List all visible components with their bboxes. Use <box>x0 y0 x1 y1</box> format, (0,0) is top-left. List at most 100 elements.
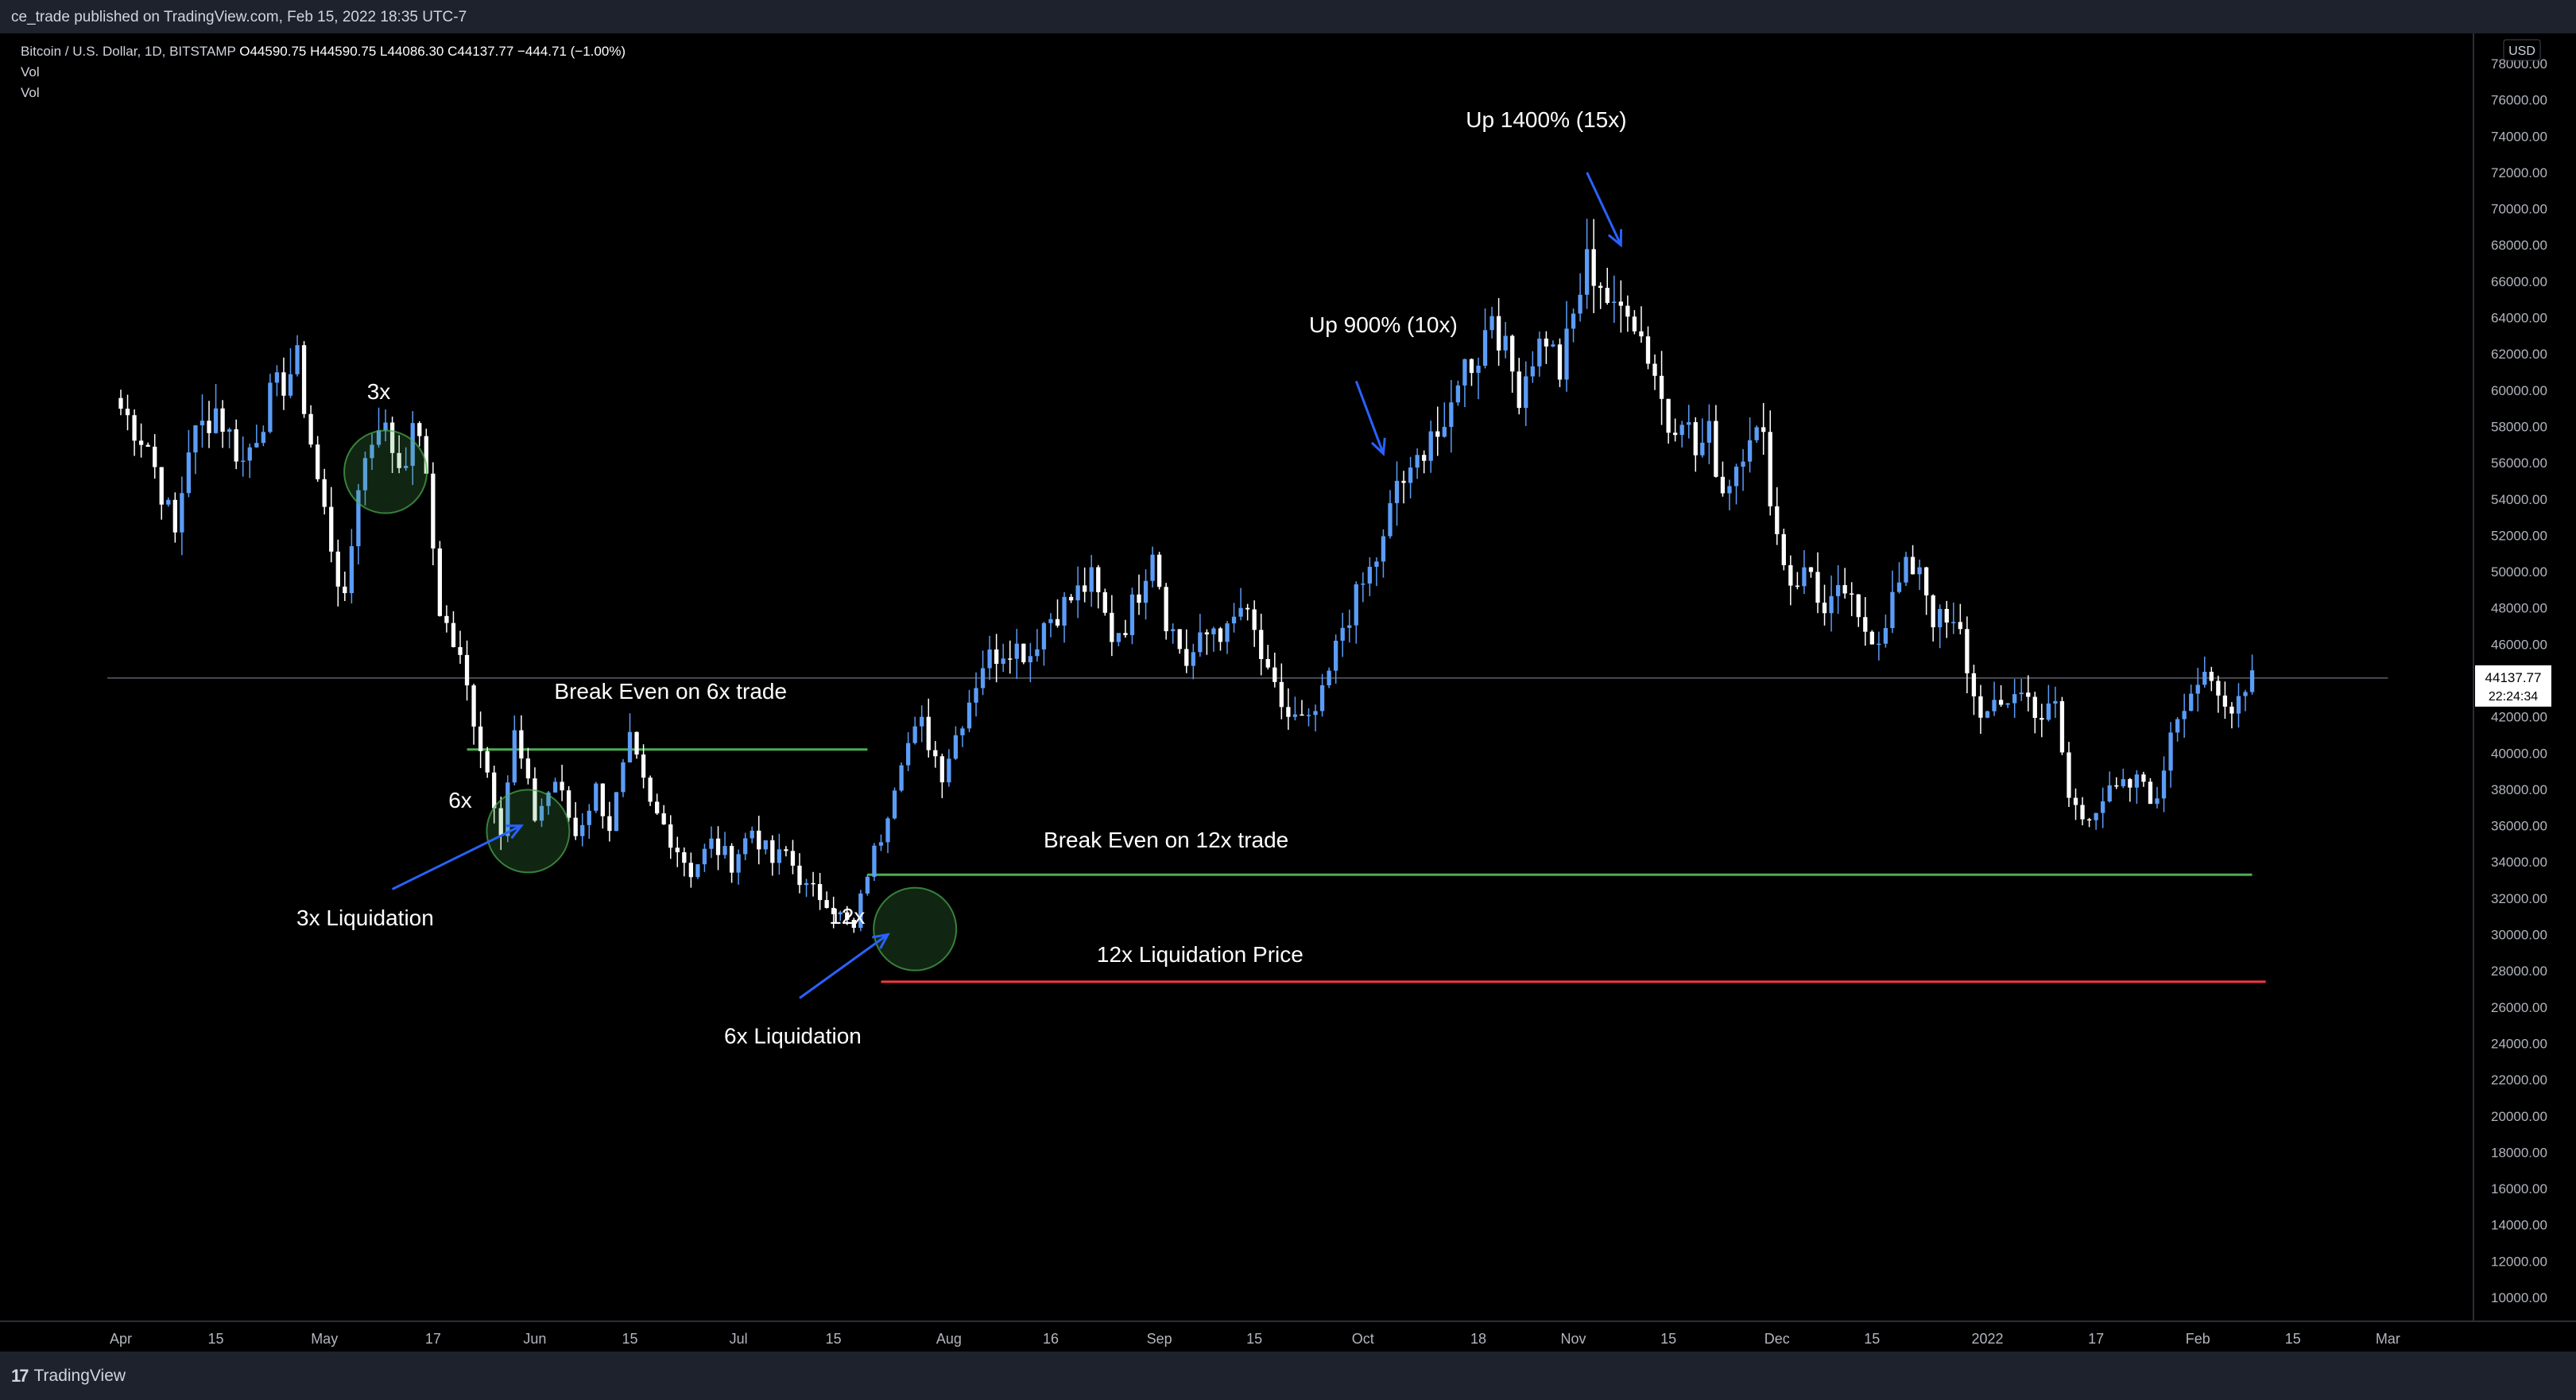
candle <box>668 815 673 859</box>
annotation-label[interactable]: Up 900% (10x) <box>1309 312 1458 337</box>
price-chart[interactable]: 78000.0076000.0074000.0072000.0070000.00… <box>0 33 2576 1352</box>
arrow-up-1400[interactable] <box>1586 172 1623 248</box>
candle <box>1449 379 1454 453</box>
candle <box>1666 398 1671 444</box>
entry-3x-circle[interactable] <box>343 429 428 514</box>
annotation-label[interactable]: 6x <box>448 788 472 812</box>
price-tick-label: 60000.00 <box>2491 383 2547 398</box>
arrow-up-900[interactable] <box>1354 380 1386 456</box>
time-tick-label: 2022 <box>1971 1331 2003 1347</box>
volume-indicator-1[interactable]: Vol <box>21 64 40 80</box>
time-tick-label: 15 <box>2285 1331 2301 1347</box>
candle <box>166 497 171 507</box>
entry-12x-circle[interactable] <box>873 886 958 971</box>
candle <box>614 792 619 832</box>
candle <box>1489 307 1494 339</box>
candle <box>1714 405 1718 478</box>
candle <box>2107 771 2112 803</box>
annotation-label[interactable]: 6x Liquidation <box>724 1023 862 1048</box>
price-axis[interactable]: 78000.0076000.0074000.0072000.0070000.00… <box>2473 33 2547 1321</box>
candle <box>1917 559 1922 591</box>
candle <box>1048 613 1053 638</box>
candle <box>1544 331 1549 364</box>
candle <box>1727 479 1732 510</box>
arrow-6x-liquidation[interactable] <box>799 933 890 999</box>
candle <box>790 840 796 875</box>
candle <box>715 826 721 871</box>
candle <box>2080 797 2085 826</box>
candle <box>2148 778 2153 805</box>
annotation-label[interactable]: 12x Liquidation Price <box>1097 942 1303 967</box>
candle <box>1551 340 1555 347</box>
candle <box>1211 626 1216 652</box>
candle <box>851 917 856 933</box>
candle <box>2053 686 2058 719</box>
last-price-label: 44137.77 <box>2485 670 2542 685</box>
price-tick-label: 68000.00 <box>2491 238 2547 253</box>
candle <box>1965 616 1970 693</box>
candle <box>1496 298 1501 366</box>
time-tick-label: Sep <box>1147 1331 1172 1347</box>
candle <box>1910 545 1916 575</box>
candle <box>1388 490 1393 539</box>
annotation-label[interactable]: Up 1400% (15x) <box>1466 107 1626 132</box>
candle <box>1931 594 1935 642</box>
annotation-label[interactable]: 3x <box>367 379 391 404</box>
candle <box>1259 613 1264 676</box>
candle <box>2067 742 2071 808</box>
annotation-label[interactable]: Break Even on 12x trade <box>1044 828 1288 852</box>
candle <box>1462 359 1467 408</box>
candle <box>1741 448 1745 491</box>
tradingview-logo-icon: 17 <box>11 1366 29 1386</box>
horizontal-lines <box>107 677 2388 983</box>
candle <box>2195 668 2200 712</box>
symbol-label[interactable]: Bitcoin / U.S. Dollar, 1D, BITSTAMP <box>21 44 236 59</box>
currency-badge[interactable] <box>2503 39 2541 61</box>
candle <box>1863 597 1868 646</box>
candle <box>1300 700 1304 716</box>
candle <box>1571 308 1576 343</box>
chart-legend: Bitcoin / U.S. Dollar, 1D, BITSTAMP O445… <box>21 41 626 103</box>
annotation-label[interactable]: 12x <box>829 904 865 929</box>
time-axis[interactable]: Apr 15 May 17 Jun 15 Jul 15 Aug 16 Sep 15 Oct 18 Nov 15… <box>0 1320 2576 1347</box>
candle <box>247 444 252 479</box>
candle <box>736 849 741 885</box>
candle <box>661 805 666 825</box>
candle <box>811 871 815 897</box>
candle <box>525 747 531 785</box>
volume-indicator-2[interactable]: Vol <box>21 85 40 100</box>
candle <box>824 891 829 909</box>
candle <box>675 836 680 867</box>
candle <box>641 744 646 789</box>
candle <box>498 797 503 851</box>
price-tick-label: 72000.00 <box>2491 165 2547 180</box>
candle <box>974 672 978 717</box>
candle <box>1584 219 1590 309</box>
candle <box>1883 615 1888 648</box>
candle <box>1075 566 1080 619</box>
candle <box>1014 629 1019 679</box>
time-tick-label: 15 <box>1864 1331 1880 1347</box>
candle <box>1808 567 1814 578</box>
annotation-label[interactable]: Break Even on 6x trade <box>554 679 787 704</box>
candle <box>1482 308 1488 369</box>
candle <box>1877 631 1881 661</box>
tradingview-brand[interactable]: 17 TradingView <box>11 1366 126 1386</box>
candle <box>512 715 517 785</box>
candle <box>254 425 259 448</box>
candle <box>2046 684 2051 722</box>
entry-6x-circle[interactable] <box>486 789 571 874</box>
candle <box>1904 552 1908 587</box>
candle <box>1517 358 1521 415</box>
candle <box>2026 675 2031 712</box>
candle <box>1564 301 1569 392</box>
candle <box>1476 357 1481 400</box>
candle <box>138 423 144 458</box>
arrow-3x-liquidation[interactable] <box>391 824 524 890</box>
entry-circles <box>343 429 958 971</box>
candle <box>343 572 347 602</box>
candle <box>335 539 340 607</box>
candle <box>1394 461 1400 526</box>
annotation-label[interactable]: 3x Liquidation <box>296 906 434 930</box>
candle <box>1435 406 1440 456</box>
